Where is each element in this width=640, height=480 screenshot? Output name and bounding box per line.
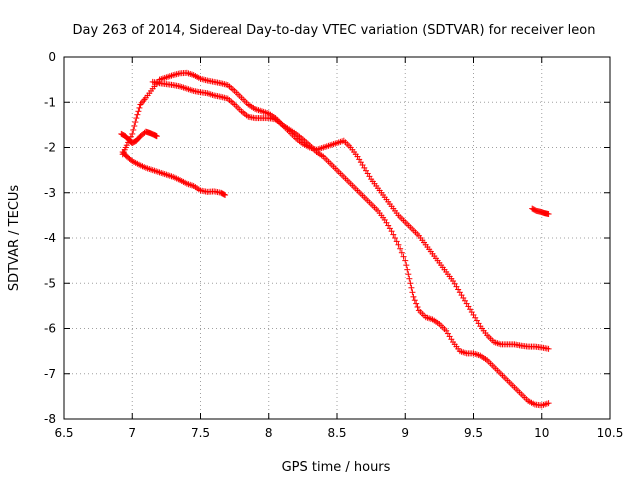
data-point bbox=[197, 75, 209, 84]
data-point bbox=[238, 94, 250, 106]
data-point bbox=[313, 149, 325, 159]
series-track-C bbox=[119, 149, 229, 199]
data-point bbox=[133, 104, 143, 122]
x-tick-labels: 6.5 7 7.5 8 8.5 9 9.5 10 10.5 bbox=[54, 426, 623, 440]
data-point bbox=[545, 400, 552, 407]
y-tick-labels: 0 -1 -2 -3 -4 -5 -6 -7 -8 bbox=[44, 50, 56, 426]
data-point bbox=[538, 400, 550, 409]
data-point bbox=[347, 144, 359, 158]
data-point bbox=[129, 119, 139, 137]
y-tick-label: -2 bbox=[44, 141, 56, 155]
data-point bbox=[129, 158, 141, 167]
x-tick-label: 8.5 bbox=[327, 426, 346, 440]
data-point bbox=[252, 106, 264, 114]
data-point bbox=[320, 142, 332, 151]
data-point bbox=[163, 171, 175, 180]
data-point bbox=[142, 87, 155, 101]
data-point bbox=[245, 101, 257, 111]
data-point bbox=[340, 137, 352, 149]
y-axis-label: SDTVAR / TECUs bbox=[7, 185, 22, 292]
data-point bbox=[153, 133, 160, 140]
data-point bbox=[170, 173, 182, 183]
y-tick-label: -4 bbox=[44, 231, 56, 245]
data-point bbox=[388, 228, 400, 245]
data-point bbox=[320, 153, 332, 165]
data-point bbox=[497, 370, 509, 382]
data-point bbox=[545, 211, 552, 218]
data-point bbox=[217, 80, 230, 88]
data-point bbox=[354, 153, 366, 169]
y-tick-label: -3 bbox=[44, 186, 56, 200]
x-tick-label: 10.5 bbox=[597, 426, 624, 440]
data-point bbox=[183, 180, 195, 189]
data-point bbox=[395, 241, 407, 260]
data-point bbox=[136, 161, 148, 171]
data-point bbox=[429, 316, 441, 326]
data-point bbox=[265, 115, 277, 123]
x-tick-label: 9 bbox=[401, 426, 409, 440]
data-point bbox=[334, 138, 346, 146]
series-track-E bbox=[529, 205, 552, 218]
x-tick-label: 7 bbox=[128, 426, 136, 440]
data-point bbox=[299, 136, 311, 147]
data-point bbox=[525, 397, 537, 407]
data-point bbox=[477, 352, 489, 363]
data-point bbox=[422, 314, 434, 322]
series-track-B bbox=[149, 78, 552, 409]
data-point bbox=[183, 85, 195, 94]
data-point bbox=[545, 345, 552, 352]
series-track-A bbox=[119, 69, 552, 352]
data-point bbox=[518, 391, 530, 403]
x-tick-label: 9.5 bbox=[464, 426, 483, 440]
data-point bbox=[450, 277, 462, 293]
data-point bbox=[204, 90, 216, 98]
data-point bbox=[381, 194, 393, 208]
data-point bbox=[224, 82, 236, 93]
data-point bbox=[402, 257, 412, 278]
data-point bbox=[129, 138, 139, 146]
data-marks bbox=[118, 69, 552, 409]
data-point bbox=[406, 275, 416, 296]
data-point bbox=[456, 289, 468, 304]
data-point bbox=[142, 164, 155, 173]
data-point bbox=[231, 101, 243, 113]
x-axis-label: GPS time / hours bbox=[282, 460, 391, 475]
data-point bbox=[463, 300, 475, 316]
x-tick-label: 10 bbox=[534, 426, 549, 440]
x-tick-label: 6.5 bbox=[54, 426, 73, 440]
y-tick-label: -6 bbox=[44, 322, 56, 336]
data-point bbox=[410, 293, 421, 311]
data-point bbox=[340, 173, 352, 186]
y-tick-label: -5 bbox=[44, 276, 56, 290]
data-point bbox=[395, 212, 407, 224]
y-tick-label: -7 bbox=[44, 367, 56, 381]
x-tick-label: 7.5 bbox=[191, 426, 210, 440]
data-point bbox=[293, 130, 305, 141]
data-point bbox=[490, 363, 503, 376]
data-point bbox=[354, 187, 366, 199]
chart-title: Day 263 of 2014, Sidereal Day-to-day VTE… bbox=[73, 23, 596, 38]
data-point bbox=[415, 307, 428, 319]
y-tick-label: 0 bbox=[48, 50, 56, 64]
x-tick-label: 8 bbox=[265, 426, 273, 440]
data-point bbox=[217, 189, 228, 198]
axis-ticks bbox=[63, 56, 611, 420]
data-point bbox=[361, 164, 373, 180]
data-point bbox=[190, 182, 202, 193]
y-tick-label: -8 bbox=[44, 412, 56, 426]
data-point bbox=[211, 188, 223, 196]
data-point bbox=[222, 192, 229, 199]
data-point bbox=[170, 82, 182, 90]
grid bbox=[64, 57, 610, 419]
series-track-D bbox=[118, 128, 160, 146]
data-point bbox=[470, 350, 482, 359]
data-point bbox=[177, 177, 189, 186]
y-tick-label: -1 bbox=[44, 95, 56, 109]
